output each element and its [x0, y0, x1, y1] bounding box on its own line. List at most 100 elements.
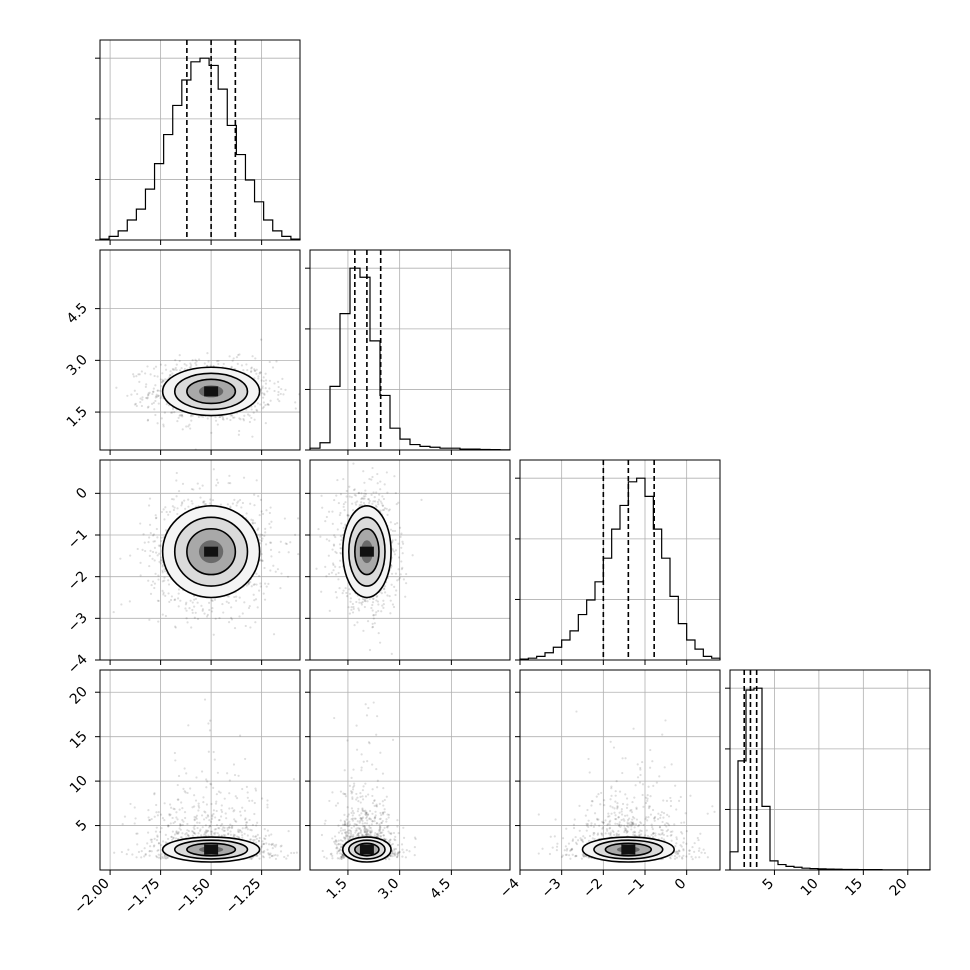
- scatter-point: [148, 523, 152, 526]
- scatter-point: [273, 844, 276, 847]
- scatter-point: [129, 554, 132, 557]
- scatter-point: [400, 568, 403, 571]
- scatter-point: [395, 502, 398, 506]
- scatter-point: [187, 724, 190, 727]
- scatter-point: [126, 394, 129, 397]
- scatter-point: [260, 379, 263, 382]
- scatter-point: [136, 832, 139, 835]
- scatter-point: [368, 499, 371, 503]
- scatter-point: [353, 624, 356, 627]
- scatter-point: [360, 603, 363, 606]
- scatter-point: [333, 835, 337, 838]
- scatter-point: [164, 378, 167, 381]
- scatter-point: [189, 415, 193, 418]
- panel-content: [315, 462, 423, 655]
- scatter-point: [379, 641, 382, 644]
- scatter-point: [397, 556, 401, 559]
- scatter-point: [228, 826, 231, 829]
- scatter-point: [319, 535, 322, 538]
- scatter-point: [250, 408, 253, 411]
- scatter-point: [160, 536, 163, 539]
- scatter-point: [164, 857, 168, 860]
- scatter-point: [246, 413, 250, 416]
- scatter-point: [354, 501, 357, 504]
- scatter-point: [161, 571, 164, 574]
- scatter-point: [135, 832, 138, 835]
- scatter-point: [317, 527, 320, 531]
- scatter-point: [146, 419, 149, 422]
- scatter-point: [153, 559, 156, 562]
- scatter-point: [205, 830, 208, 833]
- scatter-point: [206, 814, 209, 817]
- scatter-point: [261, 840, 264, 843]
- scatter-point: [120, 603, 123, 606]
- scatter-point: [253, 405, 257, 408]
- scatter-point: [212, 633, 215, 636]
- scatter-point: [160, 417, 163, 420]
- scatter-point: [230, 366, 233, 369]
- scatter-point: [268, 379, 272, 382]
- scatter-point: [245, 584, 248, 587]
- scatter-point: [184, 607, 187, 610]
- scatter-point: [212, 786, 215, 790]
- scatter-point: [383, 826, 386, 829]
- scatter-point: [156, 834, 159, 837]
- scatter-point: [152, 845, 156, 848]
- scatter-point: [143, 847, 146, 850]
- scatter-point: [375, 804, 378, 807]
- scatter-point: [217, 826, 220, 830]
- scatter-point: [393, 847, 396, 850]
- scatter-point: [192, 826, 195, 829]
- scatter-point: [377, 503, 380, 506]
- scatter-point: [147, 816, 150, 819]
- scatter-point: [152, 390, 155, 393]
- scatter-point: [193, 831, 196, 835]
- scatter-point: [376, 594, 379, 598]
- scatter-point: [372, 614, 375, 617]
- scatter-point: [133, 806, 136, 809]
- scatter-point: [191, 830, 194, 833]
- scatter-point: [358, 814, 361, 817]
- scatter-point: [377, 498, 381, 501]
- scatter-point: [147, 504, 151, 507]
- scatter-point: [162, 593, 165, 596]
- scatter-point: [189, 787, 192, 790]
- scatter-point: [261, 851, 264, 854]
- scatter-point: [273, 382, 276, 385]
- scatter-point: [175, 495, 178, 498]
- scatter-point: [219, 824, 222, 827]
- scatter-point: [365, 833, 368, 836]
- scatter-point: [264, 582, 267, 585]
- scatter-point: [400, 560, 403, 563]
- scatter-point: [204, 503, 208, 506]
- y-tick-label: 1.5: [64, 404, 91, 431]
- scatter-point: [276, 398, 279, 401]
- scatter-point: [372, 617, 375, 620]
- scatter-point: [264, 403, 267, 407]
- scatter-point: [275, 843, 278, 846]
- scatter-point: [172, 368, 175, 371]
- scatter-point: [347, 832, 351, 835]
- scatter-point: [363, 481, 366, 484]
- scatter-point: [200, 834, 203, 837]
- scatter-point: [177, 774, 181, 778]
- scatter-point: [278, 551, 281, 554]
- scatter-point: [265, 585, 268, 588]
- scatter-point: [210, 599, 213, 602]
- scatter-point: [167, 856, 170, 859]
- scatter-point: [404, 595, 407, 598]
- scatter-point: [249, 580, 252, 584]
- scatter-point: [250, 829, 253, 832]
- histogram-0: [99, 57, 301, 240]
- scatter-point: [354, 494, 358, 497]
- scatter-point: [250, 518, 253, 521]
- scatter-point: [189, 427, 192, 430]
- scatter-point: [210, 802, 213, 806]
- scatter-point: [262, 401, 266, 404]
- scatter-point: [279, 587, 282, 590]
- scatter-point: [364, 599, 367, 603]
- scatter-point: [197, 809, 200, 812]
- scatter-point: [365, 817, 368, 820]
- scatter-point: [176, 818, 179, 821]
- scatter-point: [176, 419, 179, 423]
